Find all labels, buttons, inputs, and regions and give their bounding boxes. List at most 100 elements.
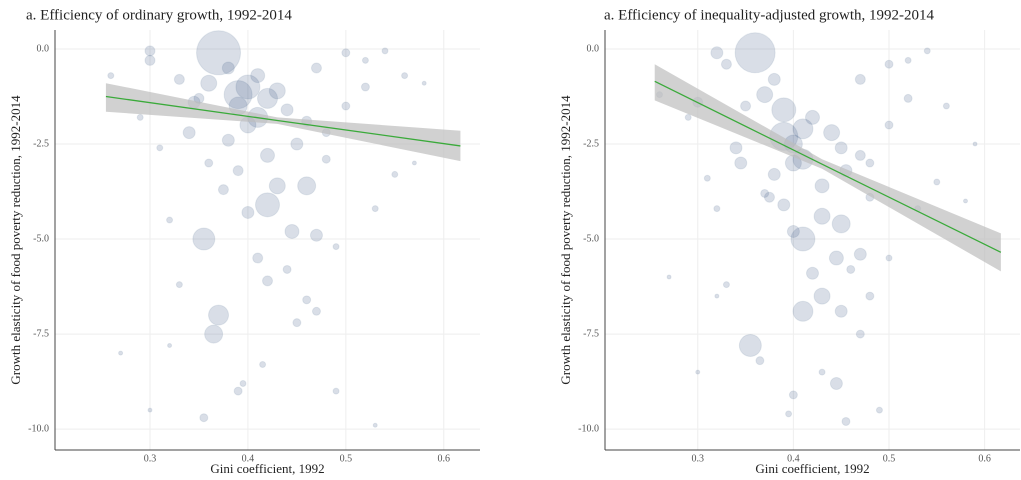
bubble bbox=[763, 191, 775, 203]
bubble bbox=[834, 141, 848, 155]
bubble bbox=[806, 266, 819, 280]
bubble bbox=[118, 350, 124, 356]
bubble bbox=[361, 56, 369, 64]
bubble bbox=[722, 281, 730, 289]
x-tick-label: 0.3 bbox=[692, 453, 705, 464]
bubble bbox=[259, 360, 267, 368]
bubble bbox=[786, 224, 800, 238]
y-axis-label: Growth elasticity of food poverty reduct… bbox=[8, 95, 23, 385]
y-tick-label: -2.5 bbox=[33, 138, 49, 149]
bubble bbox=[841, 416, 851, 426]
bubble bbox=[846, 264, 856, 274]
y-tick-label: -10.0 bbox=[28, 423, 49, 434]
y-axis-label: Growth elasticity of food poverty reduct… bbox=[558, 95, 573, 385]
bubble bbox=[805, 109, 820, 125]
bubble bbox=[903, 93, 913, 103]
bubble bbox=[372, 422, 378, 428]
bubble bbox=[208, 304, 230, 326]
bubble bbox=[884, 59, 894, 69]
y-tick-label: 0.0 bbox=[587, 43, 600, 54]
bubble bbox=[302, 295, 312, 305]
bubble bbox=[136, 113, 144, 121]
bubble bbox=[855, 329, 865, 339]
bubble bbox=[884, 120, 894, 130]
bubble bbox=[182, 126, 196, 140]
confidence-band bbox=[654, 64, 1001, 272]
y-tick-label: -7.5 bbox=[33, 328, 49, 339]
bubble bbox=[777, 198, 791, 212]
bubble bbox=[144, 45, 156, 57]
bubble bbox=[923, 47, 931, 55]
bubble bbox=[262, 275, 273, 287]
bubble bbox=[341, 101, 351, 111]
x-tick-label: 0.5 bbox=[883, 453, 896, 464]
bubble bbox=[292, 318, 302, 328]
bubble bbox=[217, 184, 229, 196]
bubble bbox=[147, 407, 153, 413]
bubble bbox=[268, 82, 286, 100]
bubble bbox=[284, 223, 300, 239]
bubble bbox=[421, 80, 427, 86]
bubble bbox=[734, 156, 748, 170]
bubble bbox=[166, 216, 174, 224]
x-tick-label: 0.3 bbox=[144, 453, 157, 464]
bubble bbox=[221, 61, 235, 75]
bubble bbox=[760, 188, 770, 198]
bubble bbox=[865, 158, 875, 168]
bubble bbox=[268, 177, 286, 195]
bubble bbox=[885, 254, 893, 262]
bubble bbox=[729, 141, 743, 155]
bubble bbox=[200, 74, 218, 92]
y-tick-label: -7.5 bbox=[583, 328, 599, 339]
bubble bbox=[720, 58, 732, 70]
confidence-band bbox=[105, 83, 461, 162]
trend-line bbox=[105, 95, 461, 147]
bubble bbox=[107, 72, 115, 80]
bubble bbox=[829, 376, 843, 390]
trend-line bbox=[654, 80, 1002, 253]
x-tick-label: 0.6 bbox=[978, 453, 991, 464]
bubble bbox=[239, 379, 247, 387]
bubble bbox=[204, 324, 224, 344]
bubble bbox=[282, 264, 292, 274]
bubble bbox=[814, 178, 830, 194]
bubble bbox=[854, 149, 866, 161]
bubble bbox=[290, 137, 304, 151]
bubble bbox=[962, 198, 968, 204]
bubble bbox=[767, 167, 781, 181]
bubble bbox=[818, 368, 826, 376]
bubble bbox=[381, 47, 389, 55]
x-axis-label: Gini coefficient, 1992 bbox=[210, 461, 324, 476]
bubble bbox=[684, 113, 692, 121]
bubble bbox=[972, 141, 978, 147]
bubble bbox=[280, 103, 294, 117]
bubble bbox=[156, 144, 164, 152]
bubble bbox=[942, 102, 950, 110]
bubble bbox=[831, 214, 851, 234]
bubble bbox=[666, 274, 672, 280]
bubble bbox=[755, 356, 765, 366]
bubble bbox=[257, 87, 278, 109]
bubble bbox=[767, 72, 781, 86]
bubble bbox=[192, 227, 216, 251]
bubble bbox=[321, 154, 331, 164]
bubble bbox=[703, 174, 711, 182]
x-tick-label: 0.6 bbox=[438, 453, 451, 464]
bubble bbox=[232, 165, 244, 177]
bubble bbox=[250, 68, 266, 84]
bubble bbox=[223, 80, 253, 110]
bubble bbox=[252, 252, 264, 264]
x-axis-label: Gini coefficient, 1992 bbox=[755, 461, 869, 476]
bubble bbox=[341, 48, 351, 58]
bubble bbox=[792, 118, 814, 140]
bubble bbox=[771, 97, 797, 123]
bubble bbox=[756, 86, 774, 104]
bubble bbox=[828, 250, 844, 266]
bubble bbox=[933, 178, 941, 186]
bubble bbox=[865, 291, 875, 301]
bubble bbox=[411, 160, 417, 166]
bubble bbox=[785, 410, 793, 418]
bubble bbox=[695, 369, 701, 375]
bubble bbox=[714, 293, 720, 299]
